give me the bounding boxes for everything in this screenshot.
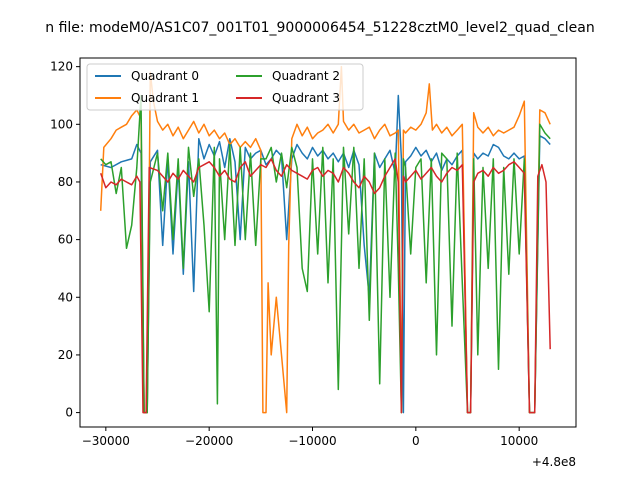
x-offset-label: +4.8e8 — [532, 455, 576, 469]
y-axis: 0 20 40 60 80 100 120 — [50, 60, 80, 420]
y-tick-label: 40 — [58, 290, 73, 304]
legend-label: Quadrant 3 — [272, 91, 340, 105]
plot-area: −30000 −20000 −10000 0 10000 0 20 40 60 80 100 120… — [50, 57, 577, 469]
legend-frame — [86, 63, 364, 111]
series-line-quadrant-1 — [99, 65, 551, 414]
y-tick-label: 0 — [65, 406, 73, 420]
x-tick-label: −30000 — [82, 434, 130, 448]
x-tick-label: 10000 — [500, 434, 538, 448]
x-tick-label: −10000 — [288, 434, 336, 448]
axes-frame — [79, 57, 577, 428]
chart-title: n file: modeM0/AS1C07_001T01_9000006454_… — [45, 20, 594, 36]
series-line-quadrant-3 — [99, 158, 551, 414]
x-tick-label: 0 — [412, 434, 420, 448]
legend-label: Quadrant 2 — [272, 69, 340, 83]
series-line-quadrant-0 — [100, 94, 551, 414]
series-line-quadrant-2 — [100, 94, 551, 414]
y-tick-label: 120 — [50, 60, 73, 74]
series-layer — [99, 65, 551, 414]
y-tick-label: 60 — [58, 233, 73, 247]
y-tick-label: 100 — [50, 117, 73, 131]
x-axis: −30000 −20000 −10000 0 10000 — [82, 427, 538, 448]
x-tick-label: −20000 — [185, 434, 233, 448]
legend: Quadrant 0 Quadrant 1 Quadrant 2 Quadrant 3 — [86, 63, 364, 111]
y-tick-label: 20 — [58, 348, 73, 362]
legend-label: Quadrant 1 — [131, 91, 199, 105]
legend-label: Quadrant 0 — [131, 69, 199, 83]
y-tick-label: 80 — [58, 175, 73, 189]
